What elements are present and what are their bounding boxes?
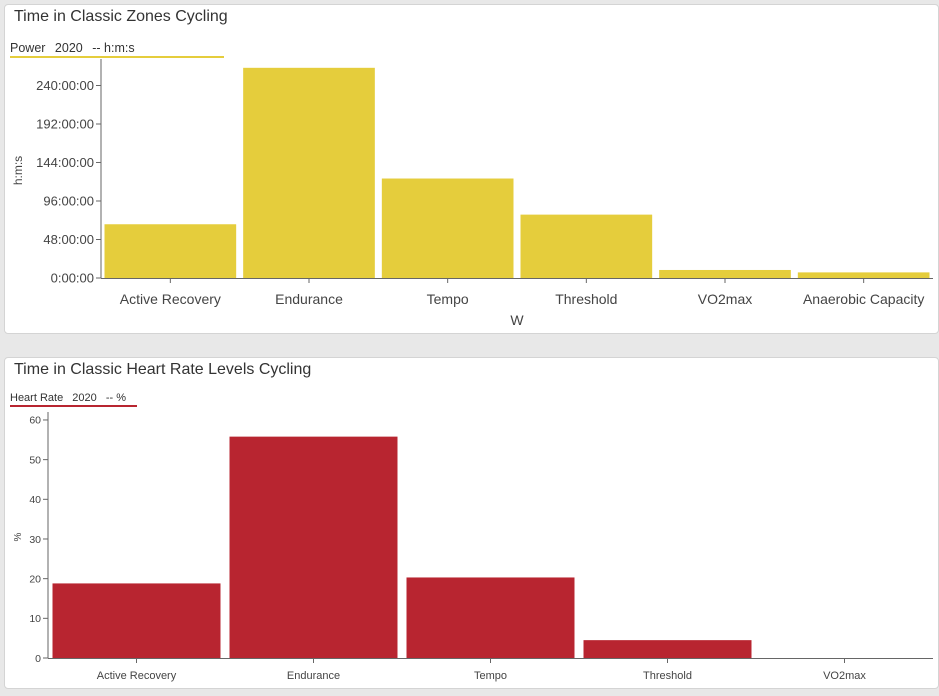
x-tick-label: Threshold bbox=[555, 291, 617, 307]
y-axis-title: h:m:s bbox=[11, 156, 25, 185]
x-tick-label: Endurance bbox=[287, 670, 340, 682]
power-zones-bar-chart: 0:00:00 48:00:00 96:00:00 144:00:00 192:00:0… bbox=[11, 59, 933, 328]
x-axis-title: W bbox=[510, 312, 524, 328]
y-tick-label: 240:00:00 bbox=[36, 78, 94, 93]
y-tick-label: 50 bbox=[29, 454, 41, 466]
bar bbox=[406, 577, 575, 658]
y-tick-label: 30 bbox=[29, 534, 41, 546]
y-tick-label: 96:00:00 bbox=[43, 194, 94, 209]
x-tick-label: Tempo bbox=[427, 291, 469, 307]
y-tick-label: 192:00:00 bbox=[36, 117, 94, 132]
bar bbox=[104, 224, 237, 278]
legend-year: 2020 bbox=[54, 41, 83, 55]
chart-title: Time in Classic Zones Cycling bbox=[14, 8, 228, 25]
legend-metric: Heart Rate bbox=[10, 392, 64, 404]
y-tick-label: 48:00:00 bbox=[43, 232, 94, 247]
y-tick-label: 10 bbox=[29, 613, 41, 625]
y-tick-label: 0:00:00 bbox=[51, 271, 94, 286]
chart-legend[interactable]: Power 2020 -- h:m:s bbox=[10, 41, 224, 58]
bar bbox=[797, 272, 930, 278]
power-zones-panel: Time in Classic Zones Cycling Power 2020… bbox=[4, 4, 939, 334]
heart-rate-levels-bar-chart: 0 10 20 30 40 50 60 Active Recovery Endurance Tem… bbox=[13, 412, 933, 682]
bar bbox=[520, 214, 653, 278]
y-axis-title: % bbox=[13, 532, 24, 541]
y-tick-label: 0 bbox=[35, 653, 41, 665]
bar bbox=[659, 269, 791, 278]
legend-unit: -- % bbox=[105, 392, 126, 404]
bar bbox=[243, 67, 375, 278]
x-tick-label: VO2max bbox=[823, 670, 866, 682]
bar bbox=[52, 583, 221, 658]
x-tick-label: Threshold bbox=[643, 670, 692, 682]
bar bbox=[583, 640, 752, 658]
y-tick-label: 144:00:00 bbox=[36, 155, 94, 170]
heart-rate-levels-panel: Time in Classic Heart Rate Levels Cyclin… bbox=[4, 357, 939, 689]
bar bbox=[381, 178, 514, 278]
y-tick-label: 40 bbox=[29, 494, 41, 506]
y-tick-label: 20 bbox=[29, 573, 41, 585]
x-tick-label: Anaerobic Capacity bbox=[803, 291, 924, 307]
legend-unit: -- h:m:s bbox=[92, 41, 135, 55]
chart-legend[interactable]: Heart Rate 2020 -- % bbox=[10, 392, 137, 407]
x-tick-label: Tempo bbox=[474, 670, 507, 682]
y-tick-label: 60 bbox=[29, 415, 41, 427]
chart-title: Time in Classic Heart Rate Levels Cyclin… bbox=[14, 361, 312, 378]
x-tick-label: VO2max bbox=[698, 291, 752, 307]
legend-year: 2020 bbox=[72, 392, 97, 404]
x-tick-label: Endurance bbox=[275, 291, 343, 307]
legend-metric: Power bbox=[10, 41, 46, 55]
x-tick-label: Active Recovery bbox=[97, 670, 177, 682]
bar bbox=[229, 436, 398, 658]
x-tick-label: Active Recovery bbox=[120, 291, 221, 307]
